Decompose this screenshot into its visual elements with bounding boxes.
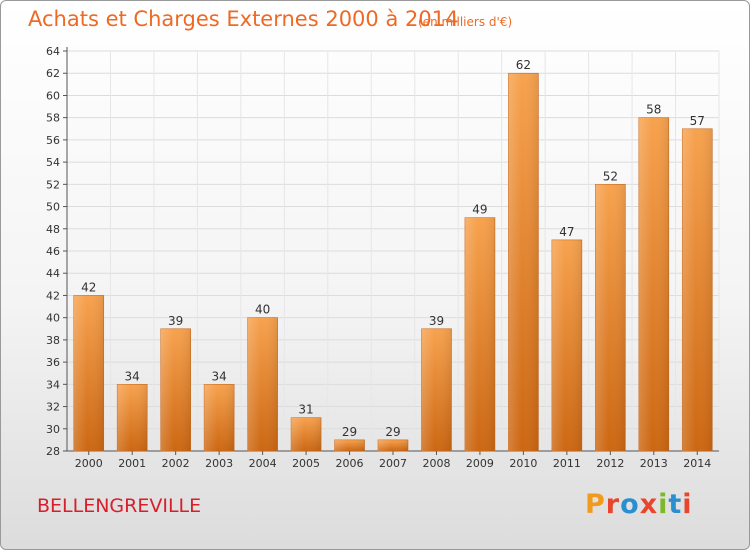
- bar-shine: [204, 384, 235, 451]
- y-tick-label: 46: [46, 245, 60, 258]
- value-label: 31: [298, 403, 313, 417]
- y-tick-label: 62: [46, 67, 60, 80]
- bar-shine: [682, 128, 713, 451]
- bar-shine: [117, 384, 148, 451]
- value-labels: 42 34 39 34 40 31 29 29 39 49 62 47 52 58 57: [81, 58, 705, 439]
- y-tick-label: 50: [46, 201, 60, 214]
- value-label: 52: [603, 169, 618, 183]
- y-tick-label: 64: [46, 45, 60, 58]
- y-tick-label: 44: [46, 267, 60, 280]
- y-tick-label: 60: [46, 89, 60, 102]
- y-tick-label: 54: [46, 156, 60, 169]
- value-label: 47: [559, 225, 574, 239]
- bar-shine: [421, 328, 452, 451]
- y-tick-label: 56: [46, 134, 60, 147]
- value-label: 62: [516, 58, 531, 72]
- y-tick-label: 34: [46, 378, 60, 391]
- value-label: 39: [168, 314, 183, 328]
- x-tick-label: 2008: [422, 457, 450, 470]
- x-tick-label: 2014: [683, 457, 711, 470]
- place-name: BELLENGREVILLE: [37, 495, 202, 517]
- value-label: 58: [646, 103, 661, 117]
- x-tick-label: 2003: [205, 457, 233, 470]
- bar-shine: [638, 117, 669, 452]
- x-tick-label: 2006: [336, 457, 364, 470]
- x-tick-label: 2013: [640, 457, 668, 470]
- bar-shine: [378, 439, 408, 451]
- value-label: 39: [429, 314, 444, 328]
- bar-shine: [595, 184, 626, 452]
- y-tick-label: 30: [46, 423, 60, 436]
- y-tick-label: 28: [46, 445, 60, 458]
- y-tick-label: 52: [46, 178, 60, 191]
- logo-letter: r: [605, 489, 621, 520]
- bar-shine: [464, 217, 495, 451]
- y-tick-label: 32: [46, 401, 60, 414]
- value-label: 49: [472, 203, 487, 217]
- y-tick-label: 42: [46, 289, 60, 302]
- x-tick-label: 2001: [118, 457, 146, 470]
- value-label: 34: [211, 369, 226, 383]
- bar-shine: [551, 239, 582, 451]
- value-label: 34: [125, 369, 140, 383]
- y-tick-label: 38: [46, 334, 60, 347]
- logo-letter: o: [620, 489, 640, 520]
- logo-letter: i: [658, 489, 669, 520]
- logo-letter: x: [639, 489, 659, 520]
- proxiti-logo: Proxiti: [585, 489, 693, 520]
- value-label: 42: [81, 280, 96, 294]
- y-tick-label: 58: [46, 112, 60, 125]
- chart-title: Achats et Charges Externes 2000 à 2014: [28, 7, 459, 31]
- value-label: 40: [255, 303, 270, 317]
- logo-letter: P: [585, 489, 606, 520]
- bar-shine: [334, 439, 365, 451]
- y-tick-label: 36: [46, 356, 60, 369]
- logo-letter: t: [668, 489, 683, 520]
- bar-shine: [247, 317, 278, 451]
- value-label: 29: [385, 425, 400, 439]
- bar-shine: [291, 417, 322, 451]
- logo-letter: i: [682, 489, 693, 520]
- x-tick-label: 2002: [162, 457, 190, 470]
- x-tick-label: 2000: [75, 457, 103, 470]
- y-tick-label: 40: [46, 312, 60, 325]
- x-tick-label: 2011: [553, 457, 581, 470]
- chart-subtitle: (en milliers d'€): [418, 15, 513, 29]
- x-tick-label: 2012: [596, 457, 624, 470]
- x-tick-label: 2010: [509, 457, 537, 470]
- bar-shine: [160, 328, 191, 451]
- value-label: 57: [690, 114, 705, 128]
- x-tick-label: 2004: [249, 457, 277, 470]
- value-label: 29: [342, 425, 357, 439]
- y-tick-label: 48: [46, 223, 60, 236]
- bar-shine: [508, 73, 539, 451]
- bar-shine: [73, 295, 104, 451]
- x-tick-label: 2009: [466, 457, 494, 470]
- x-tick-label: 2005: [292, 457, 320, 470]
- x-tick-label: 2007: [379, 457, 407, 470]
- bars: [73, 72, 713, 452]
